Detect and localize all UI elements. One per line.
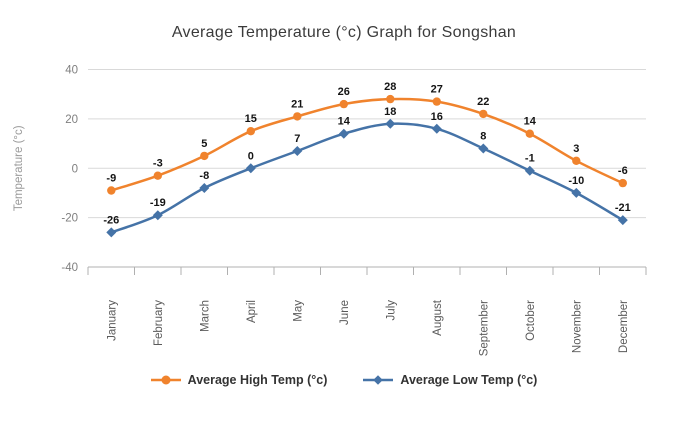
data-point-label: 0	[248, 150, 254, 162]
data-point-marker[interactable]	[152, 210, 163, 221]
data-point-marker[interactable]	[385, 118, 396, 129]
series-line-0	[110, 97, 624, 192]
category-label: April	[246, 300, 258, 323]
data-point-label: 21	[291, 98, 303, 110]
data-point-label: 5	[201, 138, 207, 150]
category-label: May	[292, 300, 304, 322]
y-tick-label: -20	[61, 213, 78, 225]
data-point-label: 26	[338, 86, 350, 98]
data-point-marker[interactable]	[525, 129, 534, 138]
y-tick-label: 0	[72, 163, 78, 175]
data-point-marker[interactable]	[200, 151, 209, 161]
legend: Average High Temp (°c) Average Low Temp …	[0, 373, 688, 387]
data-point-marker[interactable]	[199, 183, 210, 193]
chart-title: Average Temperature (°c) Graph for Songs…	[171, 24, 517, 41]
data-point-label: 28	[384, 81, 396, 93]
series-line-1	[110, 122, 624, 234]
legend-item-high-series[interactable]: Average High Temp (°c)	[150, 373, 328, 387]
data-point-label: 14	[524, 116, 537, 128]
data-point-marker[interactable]	[292, 146, 303, 156]
category-label: March	[199, 300, 211, 332]
data-point-marker[interactable]	[431, 123, 442, 134]
category-label: January	[106, 300, 118, 341]
data-point-marker[interactable]	[618, 178, 627, 188]
data-point-marker[interactable]	[479, 109, 488, 119]
data-point-marker[interactable]	[106, 227, 117, 238]
data-point-label: 8	[480, 131, 486, 143]
y-tick-label: -40	[61, 262, 78, 274]
data-point-marker[interactable]	[338, 128, 349, 139]
data-point-label: -19	[150, 197, 166, 209]
low-series-legend-marker-icon	[363, 375, 394, 385]
category-label: December	[618, 300, 630, 353]
data-point-label: -3	[153, 158, 163, 170]
high-series-legend-marker-icon	[150, 375, 181, 385]
data-point-marker[interactable]	[478, 143, 489, 154]
data-point-marker[interactable]	[432, 97, 441, 106]
category-label: July	[385, 300, 397, 321]
low-series-legend-diamond	[373, 375, 384, 385]
data-point-label: -9	[106, 173, 116, 185]
data-point-label: -10	[568, 175, 584, 187]
category-label: June	[339, 300, 351, 325]
category-label: August	[432, 299, 444, 336]
data-point-label: 16	[431, 111, 443, 123]
y-tick-label: 40	[65, 65, 78, 77]
data-point-marker[interactable]	[572, 156, 581, 165]
data-point-label: -6	[618, 165, 628, 177]
category-label: February	[153, 300, 165, 346]
category-label: November	[571, 300, 583, 353]
high-series-legend-circle	[161, 375, 171, 385]
data-point-marker[interactable]	[245, 163, 256, 174]
legend-item-low-series[interactable]: Average Low Temp (°c)	[363, 373, 537, 387]
data-point-label: -21	[615, 202, 631, 214]
category-label: October	[525, 300, 537, 341]
data-point-label: 22	[477, 96, 489, 108]
y-axis-title: Temperature (°c)	[13, 125, 25, 211]
category-label: September	[478, 300, 490, 356]
data-point-marker[interactable]	[107, 186, 116, 195]
data-point-marker[interactable]	[153, 171, 162, 180]
data-point-label: -1	[525, 153, 535, 165]
data-point-label: 15	[245, 113, 257, 125]
data-point-marker[interactable]	[386, 94, 395, 104]
legend-label-high: Average High Temp (°c)	[187, 373, 328, 387]
data-point-label: 18	[384, 106, 396, 118]
data-point-marker[interactable]	[617, 215, 628, 226]
data-point-marker[interactable]	[246, 127, 255, 136]
data-point-marker[interactable]	[339, 99, 348, 109]
data-point-label: -8	[199, 170, 209, 182]
legend-label-low: Average Low Temp (°c)	[400, 373, 538, 387]
data-point-label: 3	[573, 143, 579, 155]
data-point-label: 27	[431, 84, 443, 96]
data-point-label: 7	[294, 133, 300, 145]
data-point-marker[interactable]	[524, 165, 535, 176]
y-tick-label: 20	[65, 114, 78, 126]
data-point-marker[interactable]	[293, 112, 302, 121]
data-point-label: 14	[338, 116, 351, 128]
data-point-marker[interactable]	[571, 187, 582, 198]
data-point-label: -26	[103, 214, 119, 226]
